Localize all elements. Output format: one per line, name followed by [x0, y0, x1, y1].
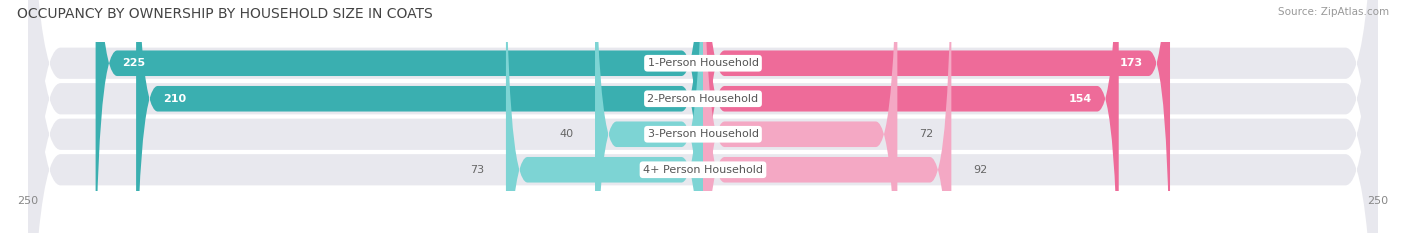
Text: 4+ Person Household: 4+ Person Household — [643, 165, 763, 175]
FancyBboxPatch shape — [28, 0, 1378, 233]
Text: 154: 154 — [1069, 94, 1091, 104]
Text: 73: 73 — [470, 165, 484, 175]
Text: 173: 173 — [1121, 58, 1143, 68]
FancyBboxPatch shape — [28, 0, 1378, 233]
FancyBboxPatch shape — [595, 0, 703, 233]
FancyBboxPatch shape — [703, 0, 952, 233]
Text: 92: 92 — [973, 165, 987, 175]
Text: 210: 210 — [163, 94, 186, 104]
Text: 1-Person Household: 1-Person Household — [648, 58, 758, 68]
Text: 72: 72 — [920, 129, 934, 139]
FancyBboxPatch shape — [28, 0, 1378, 233]
FancyBboxPatch shape — [703, 0, 1170, 233]
FancyBboxPatch shape — [96, 0, 703, 233]
Text: 3-Person Household: 3-Person Household — [648, 129, 758, 139]
Text: 40: 40 — [560, 129, 574, 139]
Text: 2-Person Household: 2-Person Household — [647, 94, 759, 104]
FancyBboxPatch shape — [136, 0, 703, 233]
FancyBboxPatch shape — [703, 0, 897, 233]
FancyBboxPatch shape — [703, 0, 1119, 233]
FancyBboxPatch shape — [28, 0, 1378, 233]
Text: 225: 225 — [122, 58, 146, 68]
Text: OCCUPANCY BY OWNERSHIP BY HOUSEHOLD SIZE IN COATS: OCCUPANCY BY OWNERSHIP BY HOUSEHOLD SIZE… — [17, 7, 433, 21]
FancyBboxPatch shape — [506, 0, 703, 233]
Text: Source: ZipAtlas.com: Source: ZipAtlas.com — [1278, 7, 1389, 17]
